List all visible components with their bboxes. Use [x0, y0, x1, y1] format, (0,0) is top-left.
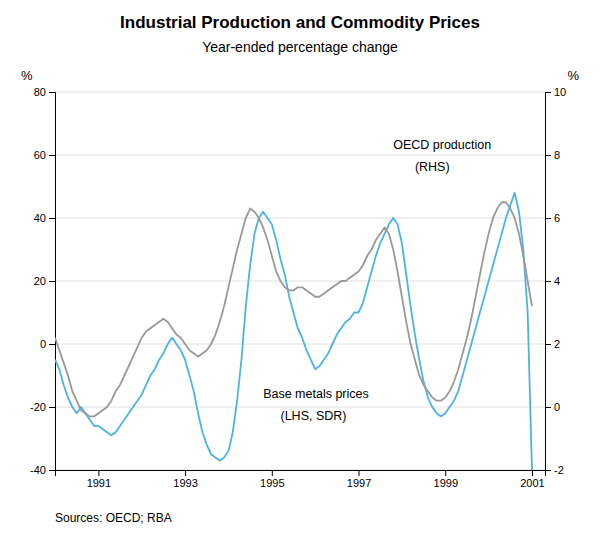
y-axis-tick-label: -20	[30, 401, 46, 413]
y-axis-tick-mark	[49, 407, 55, 408]
y2-axis-tick-mark	[545, 470, 551, 471]
annotation: (RHS)	[415, 160, 450, 174]
y-axis: -40 -20 0 20 40 60 80	[30, 86, 55, 476]
y-axis-tick-label: 60	[34, 149, 46, 161]
x-axis-tick: 1993	[173, 470, 197, 489]
y-axis-tick: 40	[34, 212, 55, 224]
y-axis-tick-mark	[49, 281, 55, 282]
y-axis-tick-mark	[49, 218, 55, 219]
x-axis-tick-mark	[185, 470, 186, 476]
grid-line	[55, 407, 545, 408]
x-axis-tick-mark	[532, 470, 533, 476]
grid-line	[55, 281, 545, 282]
grid	[55, 92, 545, 470]
y2-axis-tick-label: 2	[554, 338, 560, 350]
x-axis-tick-label: 1991	[87, 477, 111, 489]
y2-axis-tick: 4	[545, 275, 560, 287]
y-axis-tick: -40	[30, 464, 55, 476]
y2-axis-tick-label: -2	[554, 464, 564, 476]
source: Sources: OECD; RBA	[55, 511, 172, 525]
x-axis-tick: 1997	[347, 470, 371, 489]
annotation: Base metals prices	[263, 387, 369, 401]
x-axis: 1991 1993 1995 1997 1999 2001	[56, 470, 546, 489]
y2-axis-tick-mark	[545, 281, 551, 282]
x-axis-tick: 2001	[520, 470, 544, 489]
y2-axis-line	[546, 93, 552, 471]
y2-axis-tick: -2	[545, 464, 564, 476]
y-axis-label: %	[21, 68, 33, 83]
y-axis-tick-label: -40	[30, 464, 46, 476]
y2-axis-tick-label: 10	[554, 86, 566, 98]
annotation: (LHS, SDR)	[280, 409, 346, 423]
y-axis-tick-label: 20	[34, 275, 46, 287]
series-group	[55, 193, 532, 470]
y2-axis-tick-label: 4	[554, 275, 560, 287]
x-axis-tick-label: 1999	[434, 477, 458, 489]
y2-axis-tick-label: 0	[554, 401, 560, 413]
grid-line	[55, 92, 545, 93]
chart: Industrial Production and Commodity Pric…	[0, 0, 600, 538]
y-axis-tick-mark	[49, 155, 55, 156]
y-axis-tick-label: 40	[34, 212, 46, 224]
series-line	[55, 202, 532, 416]
subtitle: Year-ended percentage change	[202, 39, 398, 55]
y2-axis-tick-mark	[545, 92, 551, 93]
grid-line	[55, 218, 545, 219]
grid-line	[55, 155, 545, 156]
y2-axis-tick-mark	[545, 344, 551, 345]
x-axis-tick-label: 1997	[347, 477, 371, 489]
y-axis-line	[49, 93, 56, 471]
y2-axis-label: %	[567, 68, 579, 83]
x-axis-tick-label: 1995	[260, 477, 284, 489]
y-axis-tick-label: 80	[34, 86, 46, 98]
y2-axis-tick: 8	[545, 149, 560, 161]
y-axis-tick-mark	[49, 470, 55, 471]
x-axis-tick-label: 2001	[520, 477, 544, 489]
y-axis-tick: 60	[34, 149, 55, 161]
y2-axis-tick: 6	[545, 212, 560, 224]
series-line	[55, 193, 532, 470]
x-axis-tick: 1995	[260, 470, 284, 489]
y2-axis-tick: 0	[545, 401, 560, 413]
y2-axis-tick-mark	[545, 407, 551, 408]
y-axis-tick: 0	[40, 338, 55, 350]
y-axis-tick: -20	[30, 401, 55, 413]
x-axis-tick: 1999	[434, 470, 458, 489]
x-axis-tick-mark	[445, 470, 446, 476]
x-axis-tick-label: 1993	[173, 477, 197, 489]
y-axis-tick: 20	[34, 275, 55, 287]
x-axis-tick-mark	[98, 470, 99, 476]
annotation: OECD production	[393, 138, 491, 152]
x-axis-tick-mark	[359, 470, 360, 476]
x-axis-line	[56, 471, 546, 477]
x-axis-tick: 1991	[87, 470, 111, 489]
y2-axis-tick-label: 6	[554, 212, 560, 224]
y-axis-tick: 80	[34, 86, 55, 98]
y2-axis-tick-mark	[545, 155, 551, 156]
y2-axis: -2 0 2 4 6 8 10	[545, 86, 566, 476]
x-axis-tick-mark	[272, 470, 273, 476]
y2-axis-tick-mark	[545, 218, 551, 219]
y-axis-tick-label: 0	[40, 338, 46, 350]
y-axis-tick-mark	[49, 344, 55, 345]
plot: 199119931995199719992001-40-20020406080-…	[21, 68, 579, 489]
y2-axis-tick: 2	[545, 338, 560, 350]
annotations: OECD production (RHS) Base metals prices (L…	[263, 138, 491, 423]
y-axis-tick-mark	[49, 92, 55, 93]
y2-axis-tick: 10	[545, 86, 566, 98]
y2-axis-tick-label: 8	[554, 149, 560, 161]
title: Industrial Production and Commodity Pric…	[120, 13, 480, 32]
